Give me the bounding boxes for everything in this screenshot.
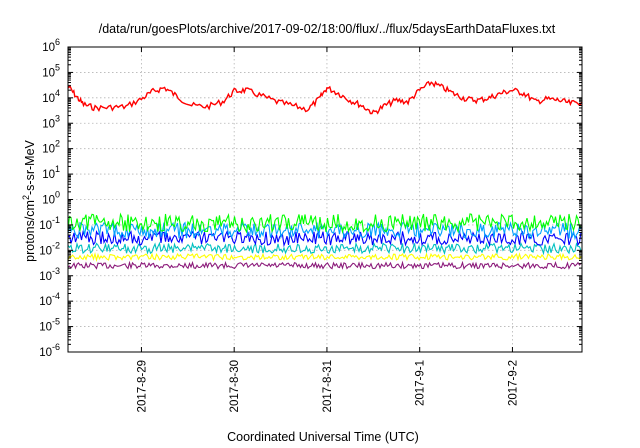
y-tick-label: 10-4 [39,291,60,308]
y-tick-base: 10 [39,220,52,232]
y-tick-exp: -4 [52,291,60,301]
y-tick-base: 10 [39,245,52,257]
x-tick-label: 2017-8-31 [322,360,334,412]
y-tick-base: 10 [42,195,55,207]
y-tick-base: 10 [39,347,52,359]
series-line [67,251,582,263]
y-tick-label: 105 [42,62,60,79]
series-layer [67,80,583,270]
y-tick-base: 10 [42,169,55,181]
y-tick-label: 10-6 [39,342,60,359]
x-tick-label: 2017-8-30 [229,360,241,412]
series-line [67,212,582,235]
y-tick-exp: -6 [52,342,60,352]
y-axis-label-pre: protons/cm [23,200,37,262]
y-axis-label-post: -s-sr-MeV [23,139,37,195]
y-tick-exp: -2 [52,240,60,250]
y-tick-base: 10 [42,93,55,105]
y-tick-exp: 1 [55,164,60,174]
y-axis-label: protons/cm2-s-sr-MeV [21,139,37,261]
y-tick-exp: -5 [52,317,60,327]
grid-layer [68,47,582,352]
y-tick-label: 10-1 [39,215,60,232]
y-tick-label: 10-5 [39,317,60,334]
y-tick-exp: 0 [55,190,60,200]
y-tick-exp: 4 [55,88,60,98]
y-tick-label: 103 [42,113,60,130]
y-tick-base: 10 [42,67,55,79]
series-line [67,260,582,270]
y-tick-label: 106 [42,37,60,54]
y-tick-exp: 2 [55,139,60,149]
x-tick-label: 2017-9-1 [415,360,427,406]
y-tick-base: 10 [39,322,52,334]
y-tick-label: 101 [42,164,60,181]
x-tick-label: 2017-9-2 [507,360,519,406]
y-tick-exp: 5 [55,62,60,72]
y-axis-label-sup: 2 [21,195,31,200]
y-tick-base: 10 [42,42,55,54]
series-line [67,241,582,256]
y-tick-base: 10 [39,296,52,308]
x-axis-label: Coordinated Universal Time (UTC) [227,430,419,444]
chart-title: /data/run/goesPlots/archive/2017-09-02/1… [99,22,556,36]
y-tick-label: 10-2 [39,240,60,257]
series-line [67,80,583,115]
y-tick-exp: -3 [52,266,60,276]
y-tick-exp: 6 [55,37,60,47]
y-tick-base: 10 [42,118,55,130]
plot-frame [67,46,583,353]
x-tick-label: 2017-8-29 [136,360,148,412]
y-tick-label: 102 [42,139,60,156]
y-tick-exp: 3 [55,113,60,123]
y-tick-label: 100 [42,190,60,207]
y-tick-base: 10 [39,271,52,283]
y-tick-exp: -1 [52,215,60,225]
y-tick-label: 104 [42,88,60,105]
axes-layer: 10-610-510-410-310-210-11001011021031041… [39,37,583,412]
y-tick-label: 10-3 [39,266,60,283]
y-tick-base: 10 [42,144,55,156]
